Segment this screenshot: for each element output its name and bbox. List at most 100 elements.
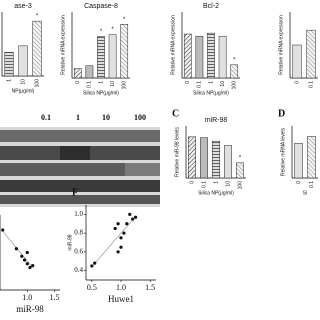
annotation: * [111,27,114,33]
point [119,236,123,240]
y-tick-label: 1.0 [74,210,83,218]
point [116,250,120,254]
x-axis-label: miR-98 [16,304,44,314]
y-tick-label: 0.4 [74,266,83,274]
x-tick-label: 1 [98,81,104,84]
x-tick-label: 0 [185,81,191,84]
bar [207,32,215,79]
x-tick-label: 0 [189,181,195,184]
point [20,254,24,258]
point [113,226,117,231]
x-tick-label: 10 [110,81,116,87]
x-tick-label: 100 [34,79,40,88]
x-tick-label: 10 [225,181,231,187]
y-tick-label: 0.8 [74,229,83,237]
bar [224,145,232,179]
x-tick-label: 1.5 [50,293,60,302]
bar [200,137,208,179]
y-axis-label: Relative mRNA expression [278,15,284,75]
point [119,245,123,249]
bar [85,65,94,79]
lane-label: 100 [134,113,146,122]
trend-line [91,216,136,267]
point [125,222,129,226]
x-tick-label: 1.5 [145,283,155,292]
bar [294,143,303,179]
bar [212,140,220,179]
annotation: * [123,17,126,23]
point [133,215,138,219]
point [131,217,135,221]
point [22,258,27,262]
x-tick-label: 1.0 [22,293,32,302]
x-tick-label: 0.5 [87,283,97,292]
bar [236,162,244,179]
annotation: * [100,29,103,35]
annotation: * [233,57,236,63]
point [93,261,97,265]
lane-label: 1 [76,113,80,122]
bar [18,45,28,77]
point [128,212,132,216]
y-axis-label: Relative mRNA levels [280,127,286,176]
point [25,250,29,255]
annotation: * [36,14,39,20]
bar [73,68,82,79]
x-tick-label: 0.1 [87,81,93,88]
x-tick-label: 0 [75,81,81,84]
y-tick-label: 0.6 [74,247,83,255]
chart-title: Caspase-8 [84,3,118,10]
x-tick-label: 10 [220,81,226,87]
chart-title: miR-98 [205,117,228,124]
bar [97,36,105,79]
bar [218,35,227,79]
x-tick-label: 1 [208,81,214,84]
panel-label: F [72,187,78,198]
point [31,264,35,268]
y-axis-label: Relative miR-98 levels [174,127,180,177]
bar [32,20,42,77]
x-tick-label: 1 [213,181,219,184]
x-axis-label: Silica NP(μg/ml) [83,90,119,96]
x-tick-label: 0 [294,81,300,84]
x-axis-label: Si [303,190,307,196]
point [116,222,120,226]
y-axis-label: Relative mRNA expression [60,15,66,75]
point [14,247,18,251]
x-tick-label: 0 [296,181,302,184]
bar [292,44,302,79]
point [90,264,94,268]
bar [188,136,196,179]
chart-title: Bcl-2 [203,3,219,10]
x-tick-label: 0.1 [197,81,203,88]
bar [230,64,239,79]
y-axis-label: miR-98 [67,234,73,250]
x-tick-label: 1 [6,79,12,82]
x-tick-label: 0.1 [309,181,315,188]
western-blot [0,127,160,207]
x-tick-label: 100 [232,81,238,90]
x-tick-label: 100 [237,181,243,190]
x-axis-label: Silica NP(μg/ml) [193,90,229,96]
annotation: * [239,155,242,161]
point [1,228,5,232]
point [28,265,32,270]
x-tick-label: 1.0 [116,283,126,292]
lane-label: 10 [102,113,110,122]
lane-label: 0.1 [41,113,51,122]
bar [183,33,192,79]
x-tick-label: 100 [122,81,128,90]
chart-title: ase-3 [14,3,32,10]
y-axis-label: Relative mRNA expression [170,15,176,75]
x-axis-label: NP(μg/ml) [12,88,35,94]
x-axis-label: Huwe1 [108,294,134,304]
bar [195,35,204,79]
x-tick-label: 0.1 [201,181,207,188]
bar [120,24,129,79]
bar [4,51,14,77]
panel-label: D [278,108,285,119]
bar [307,136,316,179]
point [25,262,29,266]
